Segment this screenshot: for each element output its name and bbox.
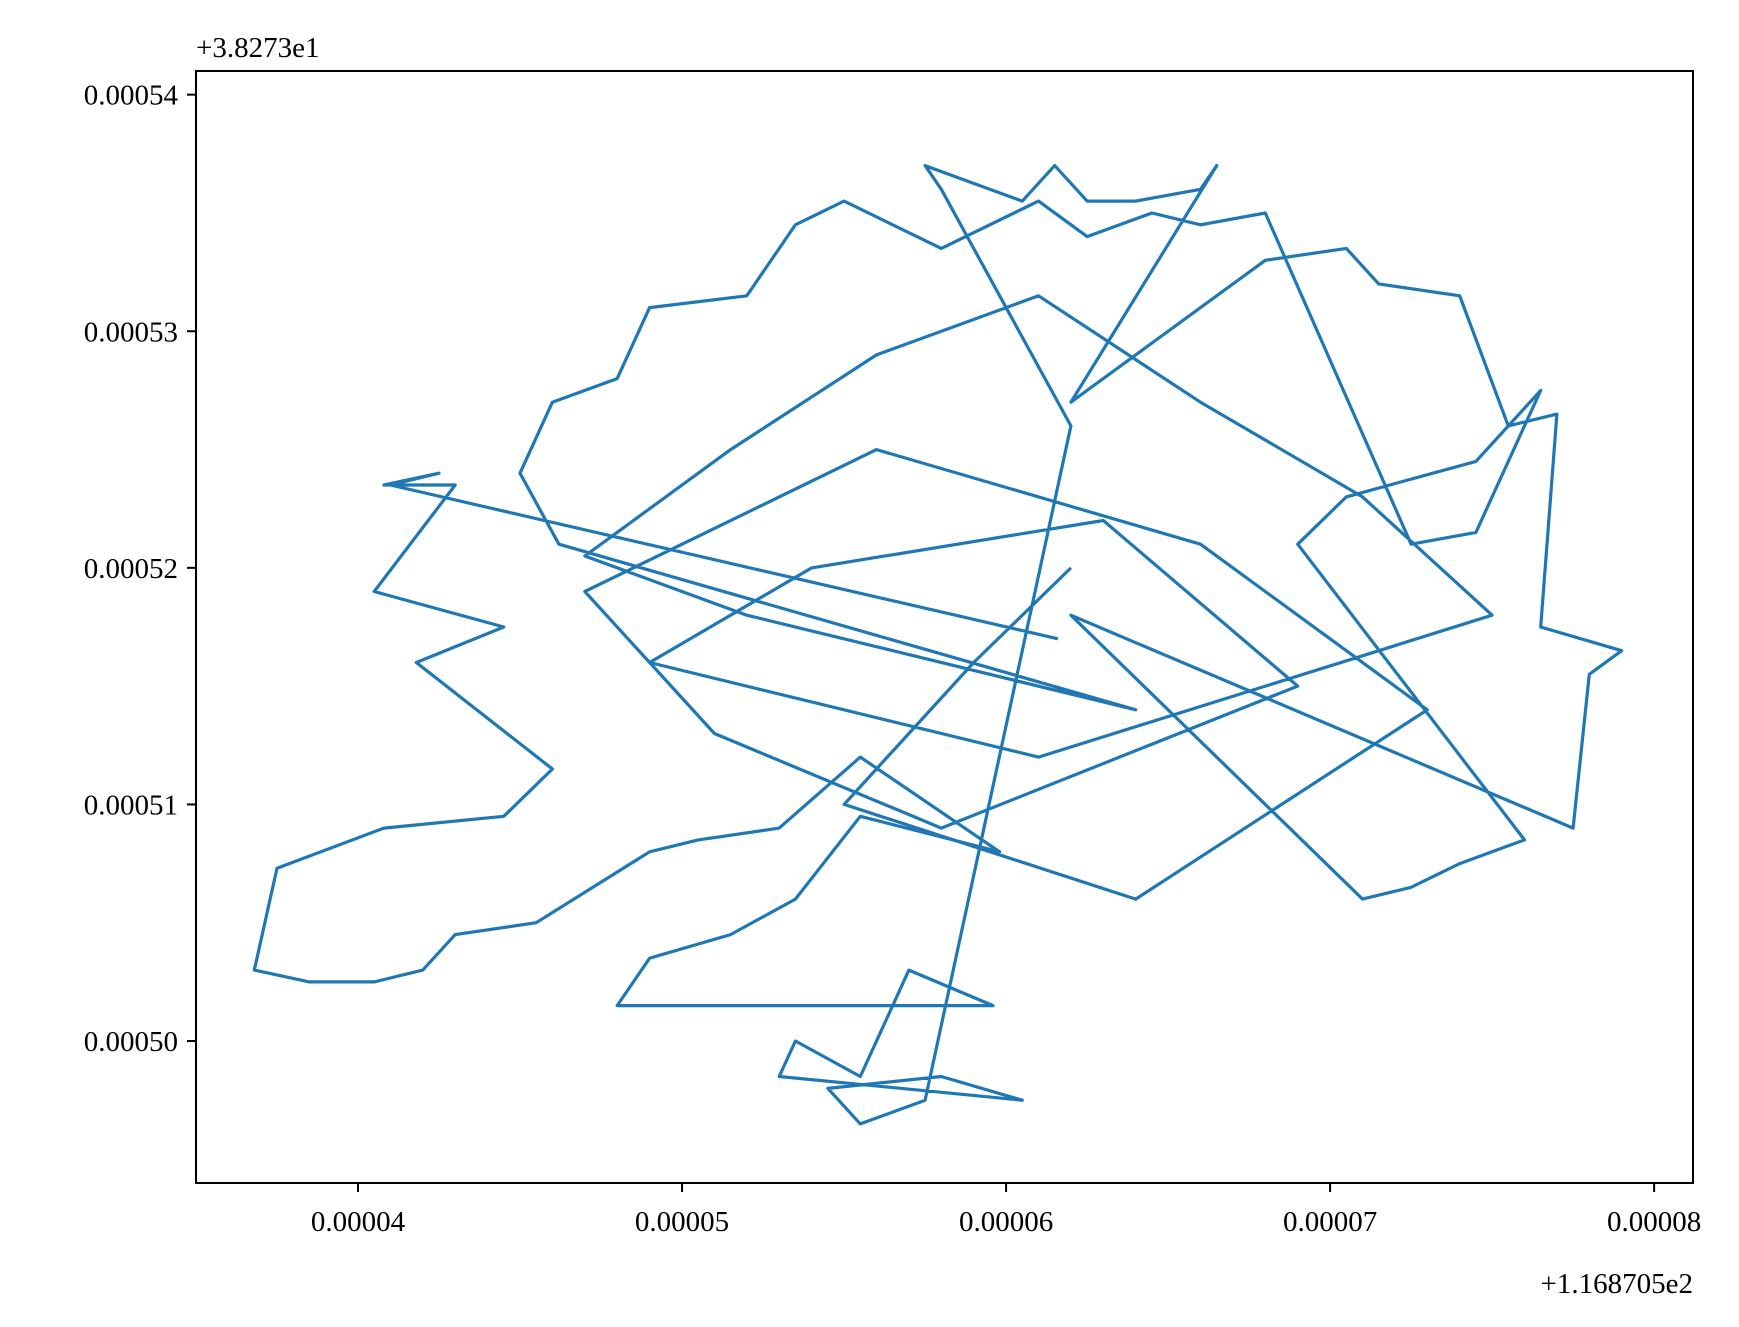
x-tick-label: 0.00004 <box>311 1206 406 1238</box>
y-tick-label: 0.00050 <box>84 1026 178 1058</box>
y-axis-offset-label: +3.8273e1 <box>196 32 319 64</box>
y-tick-label: 0.00053 <box>84 316 178 348</box>
x-tick-label: 0.00005 <box>635 1206 729 1238</box>
plot-area <box>252 164 1624 1126</box>
y-axis: 0.00050 0.00051 0.00052 0.00053 0.00054 <box>84 80 196 1058</box>
x-tick-label: 0.00008 <box>1607 1206 1701 1238</box>
x-tick-label: 0.00006 <box>959 1206 1053 1238</box>
x-tick-label: 0.00007 <box>1283 1206 1377 1238</box>
series-line-0 <box>252 164 1624 1126</box>
axes-frame <box>195 70 1694 1184</box>
x-axis-offset-label: +1.168705e2 <box>1541 1268 1693 1300</box>
y-tick-label: 0.00051 <box>84 789 178 821</box>
y-tick-label: 0.00052 <box>84 553 178 585</box>
y-tick-label: 0.00054 <box>84 80 179 112</box>
x-axis: 0.00004 0.00005 0.00006 0.00007 0.00008 <box>311 1183 1701 1238</box>
